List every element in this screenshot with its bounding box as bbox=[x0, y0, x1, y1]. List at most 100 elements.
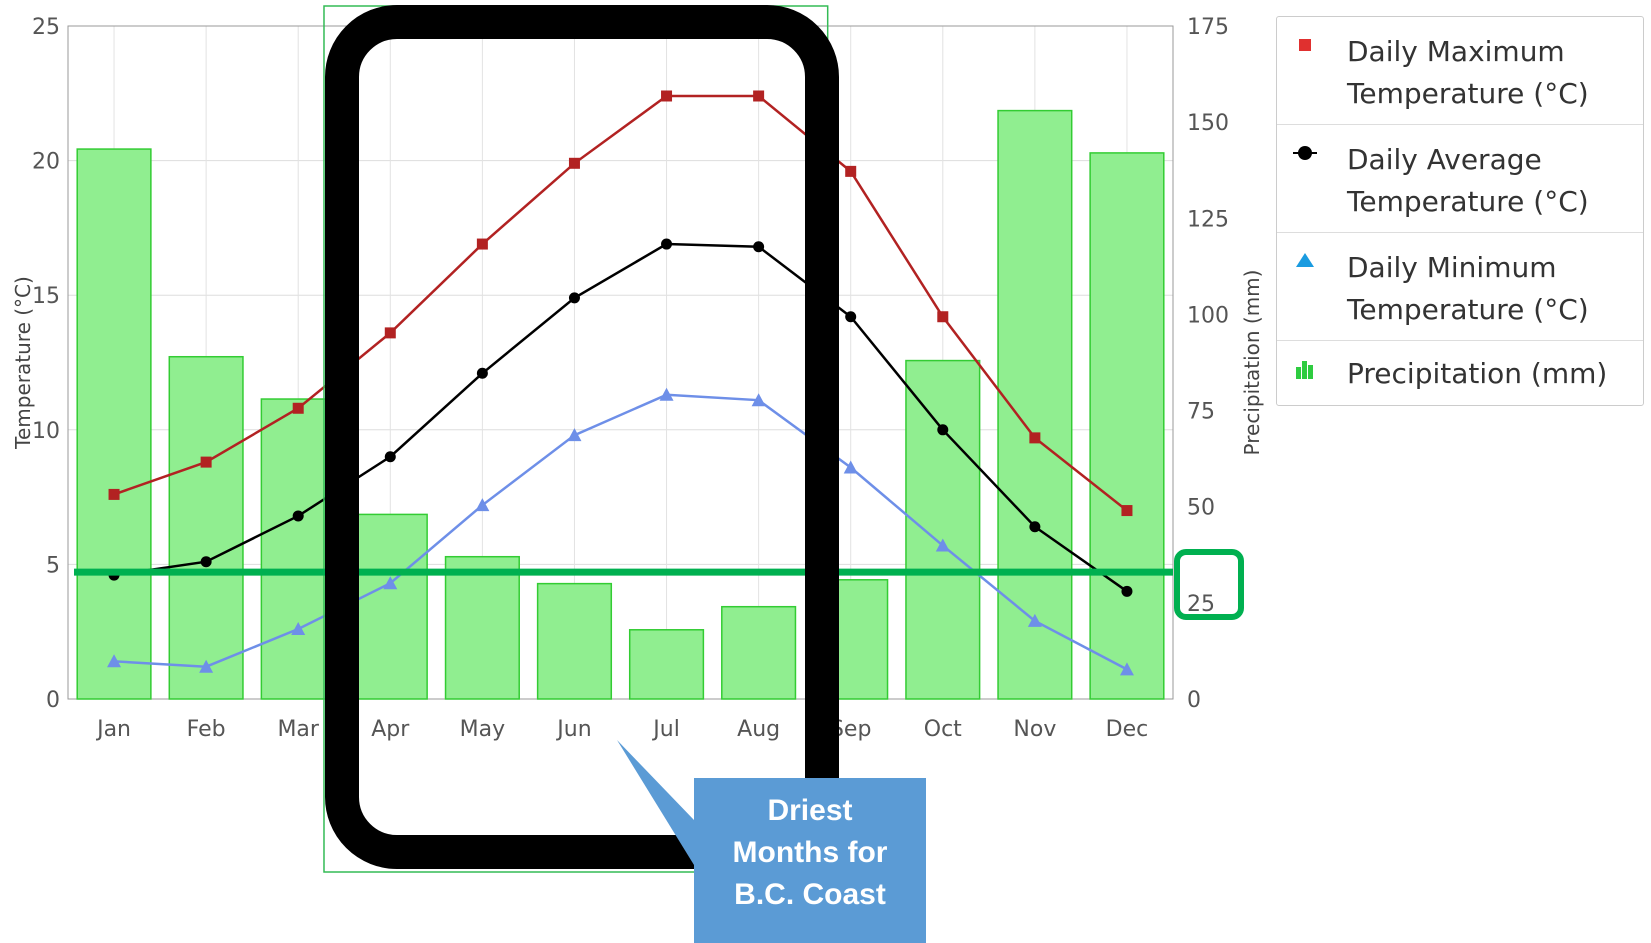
legend-item-min[interactable]: Daily Minimum Temperature (°C) bbox=[1277, 233, 1643, 341]
callout-line-3: B.C. Coast bbox=[734, 878, 886, 911]
y-tick-label: 0 bbox=[46, 688, 60, 713]
data-point-triangle-jun bbox=[567, 428, 582, 442]
data-point-square-sep bbox=[845, 165, 857, 177]
data-point-triangle-oct bbox=[935, 538, 950, 552]
callout-line-2: Months for bbox=[732, 836, 888, 869]
data-point-circle-apr bbox=[384, 451, 396, 463]
data-point-square-may bbox=[476, 238, 488, 250]
data-point-circle-sep bbox=[845, 311, 857, 323]
data-point-triangle-may bbox=[475, 498, 490, 512]
legend-item-avg[interactable]: Daily Average Temperature (°C) bbox=[1277, 125, 1643, 233]
y2-tick-label: 75 bbox=[1187, 400, 1215, 425]
y2-tick-label: 150 bbox=[1187, 111, 1229, 136]
x-tick-label-oct: Oct bbox=[924, 717, 962, 742]
data-point-square-nov bbox=[1029, 432, 1041, 444]
data-point-circle-aug bbox=[753, 241, 765, 253]
legend-item-max[interactable]: Daily Maximum Temperature (°C) bbox=[1277, 17, 1643, 125]
data-point-circle-feb bbox=[200, 556, 212, 568]
legend-item-precip[interactable]: Precipitation (mm) bbox=[1277, 341, 1643, 407]
data-point-circle-oct bbox=[937, 424, 949, 436]
axes: 0 5 10 15 20 25 0 25 50 75 100 125 150 175 Jan Feb Mar Ap… bbox=[11, 15, 1264, 742]
y-axis-title: Temperature (°C) bbox=[11, 276, 35, 450]
precipitation-bar-may bbox=[444, 555, 520, 700]
y2-tick-label: 100 bbox=[1187, 303, 1229, 328]
data-point-triangle-dec bbox=[1119, 662, 1134, 676]
legend: Daily Maximum Temperature (°C) Daily Ave… bbox=[1276, 16, 1644, 406]
y2-tick-label: 0 bbox=[1187, 688, 1201, 713]
x-tick-label-jun: Jun bbox=[555, 717, 591, 742]
square-marker-icon bbox=[1299, 39, 1311, 51]
precipitation-bar-mar bbox=[260, 398, 336, 700]
y2-tick-label: 50 bbox=[1187, 496, 1215, 521]
legend-label-avg-line2: Temperature (°C) bbox=[1347, 185, 1589, 218]
x-tick-label-dec: Dec bbox=[1106, 717, 1149, 742]
y-tick-label: 5 bbox=[46, 553, 60, 578]
data-point-square-dec bbox=[1121, 505, 1133, 517]
x-tick-label-jan: Jan bbox=[95, 717, 131, 742]
data-point-circle-dec bbox=[1121, 585, 1133, 597]
y2-axis-title: Precipitation (mm) bbox=[1240, 270, 1264, 456]
data-point-triangle-feb bbox=[199, 659, 214, 673]
legend-label-max-line2: Temperature (°C) bbox=[1347, 77, 1589, 110]
x-tick-label-apr: Apr bbox=[371, 717, 410, 742]
data-point-circle-jun bbox=[568, 292, 580, 304]
precipitation-bar-aug bbox=[721, 605, 797, 700]
data-point-square-aug bbox=[753, 90, 765, 102]
data-point-square-feb bbox=[200, 456, 212, 468]
threshold-value-highlight bbox=[1174, 549, 1244, 620]
precipitation-bar-jul bbox=[628, 629, 705, 700]
data-point-square-apr bbox=[384, 327, 396, 339]
legend-label-avg-line1: Daily Average bbox=[1347, 143, 1542, 176]
circle-marker-icon bbox=[1293, 146, 1317, 160]
x-tick-label-jul: Jul bbox=[651, 717, 680, 742]
data-point-square-oct bbox=[937, 311, 949, 323]
bar-chart-icon bbox=[1296, 361, 1313, 379]
triangle-marker-icon bbox=[1296, 253, 1314, 267]
callout-pointer bbox=[617, 740, 694, 865]
driest-months-box bbox=[325, 5, 839, 869]
legend-label-precip: Precipitation (mm) bbox=[1347, 357, 1608, 390]
series-line-circle bbox=[113, 242, 1128, 593]
data-point-square-mar bbox=[292, 402, 304, 414]
precipitation-bar-jan bbox=[76, 148, 152, 700]
data-point-circle-may bbox=[476, 367, 488, 379]
legend-label-min-line2: Temperature (°C) bbox=[1347, 293, 1589, 326]
y2-tick-label: 175 bbox=[1187, 15, 1229, 40]
data-point-circle-jul bbox=[661, 238, 673, 250]
legend-label-min-line1: Daily Minimum bbox=[1347, 251, 1557, 284]
x-tick-label-aug: Aug bbox=[737, 717, 780, 742]
x-tick-label-may: May bbox=[460, 717, 505, 742]
temperature-lines bbox=[107, 90, 1134, 676]
series-line-square bbox=[113, 94, 1128, 512]
data-point-square-jan bbox=[108, 488, 120, 500]
y-tick-label: 25 bbox=[32, 15, 60, 40]
data-point-triangle-aug bbox=[751, 393, 766, 407]
data-point-triangle-mar bbox=[291, 622, 306, 636]
data-point-circle-mar bbox=[292, 510, 304, 522]
data-point-square-jun bbox=[568, 157, 580, 169]
annotations bbox=[74, 5, 1244, 873]
x-tick-label-mar: Mar bbox=[277, 717, 319, 742]
driest-months-callout: Driest Months for B.C. Coast bbox=[694, 778, 926, 943]
y2-tick-label: 125 bbox=[1187, 207, 1229, 232]
series-line-triangle bbox=[113, 393, 1128, 671]
y-tick-label: 15 bbox=[32, 284, 60, 309]
precipitation-bar-jun bbox=[536, 582, 613, 700]
precipitation-bar-feb bbox=[168, 355, 244, 700]
data-point-triangle-jul bbox=[659, 387, 674, 401]
y-tick-label: 10 bbox=[32, 419, 60, 444]
data-point-circle-nov bbox=[1029, 521, 1041, 533]
legend-label-max-line1: Daily Maximum bbox=[1347, 35, 1565, 68]
data-point-triangle-nov bbox=[1027, 613, 1042, 627]
x-tick-label-feb: Feb bbox=[187, 717, 226, 742]
x-tick-label-nov: Nov bbox=[1013, 717, 1056, 742]
precipitation-bars bbox=[76, 109, 1165, 700]
precipitation-bar-dec bbox=[1089, 152, 1165, 700]
data-point-triangle-jan bbox=[107, 654, 122, 668]
precipitation-bar-oct bbox=[905, 359, 981, 700]
y2-tick-label: 25 bbox=[1187, 592, 1215, 617]
data-point-square-jul bbox=[661, 90, 673, 102]
y-tick-label: 20 bbox=[32, 150, 60, 175]
data-point-triangle-sep bbox=[843, 460, 858, 474]
